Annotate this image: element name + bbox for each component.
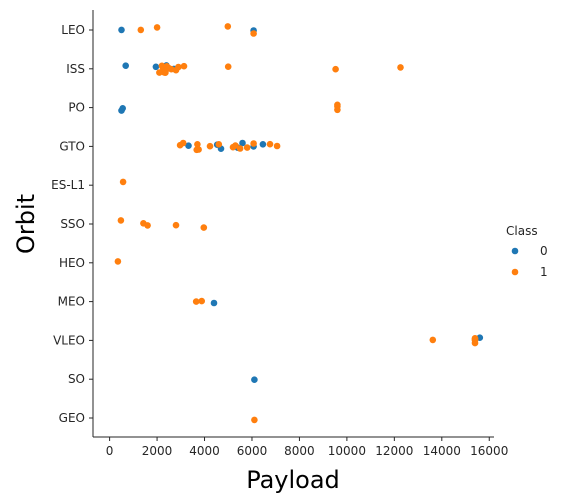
data-point-class-1	[201, 224, 208, 231]
legend-marker	[512, 248, 519, 255]
data-point-class-1	[181, 63, 188, 70]
data-point-class-0	[153, 64, 160, 71]
data-point-class-0	[122, 62, 129, 69]
data-point-class-1	[175, 64, 182, 71]
x-tick-label: 16000	[470, 444, 508, 458]
data-point-class-1	[173, 222, 180, 229]
y-tick-label: LEO	[61, 23, 85, 37]
data-point-class-1	[225, 23, 232, 30]
data-point-class-1	[332, 66, 339, 73]
data-point-class-1	[193, 298, 200, 305]
data-point-class-0	[118, 27, 125, 34]
data-point-class-0	[211, 300, 218, 307]
x-tick-label: 14000	[423, 444, 461, 458]
data-point-class-1	[251, 417, 258, 424]
data-point-class-1	[120, 179, 127, 186]
x-tick-label: 4000	[189, 444, 220, 458]
y-tick-label: ISS	[66, 62, 85, 76]
axes	[93, 10, 494, 437]
legend-marker	[512, 269, 519, 276]
y-tick-label: SO	[68, 372, 85, 386]
data-point-class-1	[472, 335, 479, 342]
data-point-class-1	[144, 222, 151, 229]
data-point-class-1	[115, 258, 122, 265]
x-tick-label: 8000	[284, 444, 315, 458]
data-point-class-1	[430, 337, 437, 344]
data-point-class-0	[251, 376, 258, 383]
y-axis-label: Orbit	[12, 194, 40, 254]
data-point-class-1	[244, 144, 251, 151]
data-point-class-1	[195, 146, 202, 153]
data-point-class-1	[225, 63, 232, 70]
y-tick-label: GTO	[59, 139, 85, 153]
y-tick-label: PO	[68, 101, 85, 115]
x-tick-label: 6000	[237, 444, 268, 458]
y-tick-label: SSO	[60, 217, 85, 231]
legend-label: 0	[540, 244, 548, 258]
data-point-class-1	[250, 140, 257, 147]
data-point-class-1	[334, 103, 341, 110]
data-point-class-1	[154, 24, 161, 31]
y-tick-label: MEO	[58, 295, 85, 309]
legend-label: 1	[540, 265, 548, 279]
legend-title: Class	[506, 224, 538, 238]
data-point-class-1	[138, 27, 145, 34]
data-point-class-1	[267, 141, 274, 148]
y-tick-label: GEO	[59, 411, 85, 425]
y-tick-label: HEO	[59, 256, 85, 270]
data-point-class-1	[180, 140, 187, 147]
data-point-class-1	[397, 64, 404, 71]
x-axis-label: Payload	[246, 466, 340, 494]
data-point-class-1	[118, 217, 125, 224]
data-points	[115, 23, 484, 423]
x-tick-label: 2000	[142, 444, 173, 458]
x-ticks: 0 2000 4000 6000 8000 10000 12000 14000 16000	[106, 437, 509, 458]
x-tick-label: 10000	[328, 444, 366, 458]
data-point-class-1	[164, 65, 171, 72]
data-point-class-0	[119, 105, 126, 112]
legend: Class 0 1	[506, 224, 548, 279]
data-point-class-1	[216, 141, 223, 148]
x-tick-label: 12000	[375, 444, 413, 458]
x-tick-label: 0	[106, 444, 114, 458]
y-ticks: LEO ISS PO GTO ES-L1 SSO HEO MEO VLEO SO GEO	[51, 23, 93, 425]
data-point-class-1	[237, 145, 244, 152]
y-tick-label: ES-L1	[51, 178, 85, 192]
data-point-class-1	[250, 30, 257, 37]
data-point-class-1	[274, 143, 281, 150]
data-point-class-0	[260, 141, 267, 148]
data-point-class-1	[207, 143, 214, 150]
y-tick-label: VLEO	[53, 333, 85, 347]
